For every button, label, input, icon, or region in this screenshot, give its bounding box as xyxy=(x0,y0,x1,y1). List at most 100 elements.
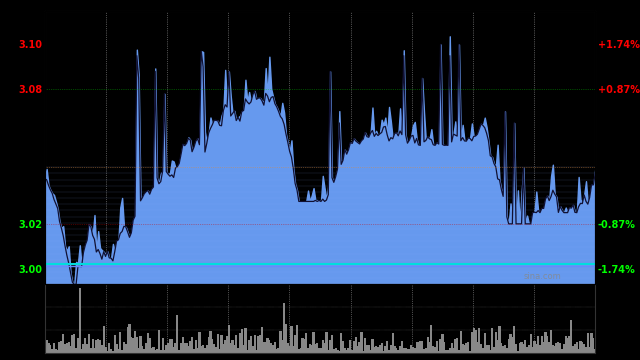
Bar xyxy=(230,343,232,353)
Bar xyxy=(515,343,517,353)
Bar xyxy=(193,350,195,353)
Bar xyxy=(292,346,294,353)
Bar xyxy=(351,350,353,353)
Bar xyxy=(537,337,540,353)
Bar xyxy=(268,341,271,353)
Bar xyxy=(486,345,488,353)
Bar xyxy=(493,347,495,353)
Bar xyxy=(499,326,500,353)
Bar xyxy=(81,349,83,353)
Bar xyxy=(110,349,112,353)
Bar xyxy=(349,340,351,353)
Bar xyxy=(396,348,397,353)
Bar xyxy=(487,345,490,353)
Bar xyxy=(390,345,392,353)
Bar xyxy=(278,348,280,353)
Bar xyxy=(434,347,436,353)
Bar xyxy=(524,340,526,353)
Bar xyxy=(51,349,53,353)
Bar xyxy=(491,328,493,353)
Bar xyxy=(460,332,462,353)
Bar xyxy=(285,324,287,353)
Bar xyxy=(442,334,444,353)
Bar xyxy=(95,340,97,353)
Bar xyxy=(226,336,228,353)
Bar xyxy=(408,349,410,353)
Bar xyxy=(410,345,412,353)
Bar xyxy=(264,342,267,353)
Bar xyxy=(241,329,243,353)
Bar xyxy=(60,341,63,353)
Bar xyxy=(388,350,390,353)
Bar xyxy=(358,342,361,353)
Bar xyxy=(436,341,438,353)
Bar xyxy=(474,330,477,353)
Bar xyxy=(556,343,557,353)
Bar xyxy=(279,331,282,353)
Bar xyxy=(312,332,315,353)
Bar xyxy=(196,348,198,353)
Bar xyxy=(219,348,221,353)
Bar xyxy=(369,350,372,353)
Bar xyxy=(373,347,376,353)
Bar xyxy=(592,338,595,353)
Bar xyxy=(461,344,464,353)
Bar xyxy=(495,332,497,353)
Bar xyxy=(533,341,536,353)
Bar xyxy=(329,340,332,353)
Bar xyxy=(182,337,184,353)
Bar xyxy=(261,327,263,353)
Bar xyxy=(518,343,521,353)
Bar xyxy=(423,349,425,353)
Bar xyxy=(497,340,499,353)
Bar xyxy=(541,336,543,353)
Bar xyxy=(259,335,261,353)
Bar xyxy=(522,344,525,353)
Bar xyxy=(159,350,162,353)
Bar xyxy=(296,325,298,353)
Bar xyxy=(145,342,147,353)
Bar xyxy=(594,349,596,353)
Bar xyxy=(506,348,508,353)
Bar xyxy=(337,350,339,353)
Bar xyxy=(99,340,101,353)
Bar xyxy=(366,345,368,353)
Bar xyxy=(310,345,313,353)
Bar xyxy=(253,335,256,353)
Bar xyxy=(207,337,210,353)
Bar xyxy=(543,342,545,353)
Bar xyxy=(368,346,370,353)
Bar xyxy=(583,344,585,353)
Bar xyxy=(415,342,418,353)
Bar xyxy=(413,348,416,353)
Bar xyxy=(566,338,569,353)
Bar xyxy=(377,347,379,353)
Bar xyxy=(508,339,510,353)
Bar xyxy=(443,342,445,353)
Bar xyxy=(70,346,72,353)
Bar xyxy=(213,344,215,353)
Bar xyxy=(561,349,563,353)
Bar xyxy=(195,340,197,353)
Bar xyxy=(45,339,48,353)
Bar xyxy=(134,332,136,353)
Bar xyxy=(331,336,333,353)
Bar xyxy=(44,339,46,353)
Bar xyxy=(335,347,337,353)
Bar xyxy=(272,345,274,353)
Bar xyxy=(482,348,484,353)
Bar xyxy=(589,347,591,353)
Bar xyxy=(220,336,223,353)
Bar xyxy=(64,344,66,353)
Bar xyxy=(591,333,593,353)
Bar xyxy=(117,348,120,353)
Bar xyxy=(200,346,202,353)
Bar xyxy=(406,349,408,353)
Bar xyxy=(289,346,291,353)
Bar xyxy=(308,345,311,353)
Bar xyxy=(167,343,169,353)
Bar xyxy=(484,333,486,353)
Bar xyxy=(106,351,109,353)
Bar xyxy=(150,348,153,353)
Bar xyxy=(438,351,440,353)
